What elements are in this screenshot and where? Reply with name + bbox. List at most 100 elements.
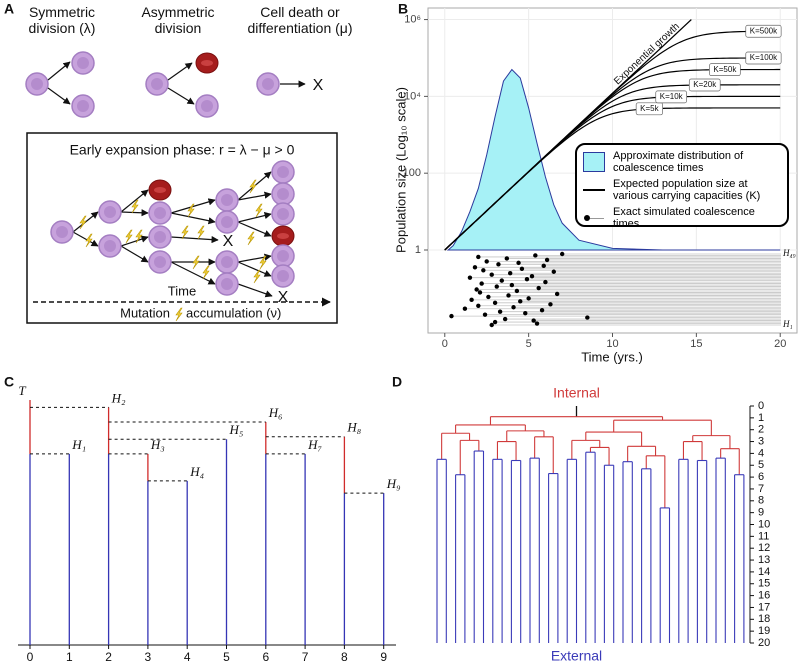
y-tick-label: 10 (758, 518, 770, 530)
cell-core (104, 206, 116, 218)
coalescence-point (585, 315, 590, 320)
x-tick-label: 9 (380, 650, 387, 664)
arrow (120, 235, 149, 247)
coalescence-point (511, 305, 516, 310)
mutation-bolt (135, 229, 143, 244)
arrow (170, 212, 216, 225)
y-tick-label: 18 (758, 613, 770, 625)
coalescence-point (519, 266, 525, 271)
x-tick-label: 15 (690, 338, 702, 350)
coalescence-point (484, 259, 489, 264)
mutation-bolt (253, 269, 261, 284)
mutation-bolt (85, 233, 93, 248)
coalescence-point (482, 312, 488, 317)
y-tick-label: 10⁴ (404, 90, 421, 102)
arrow (120, 245, 149, 263)
cell-core (31, 78, 43, 90)
node-label: T (18, 383, 26, 398)
coalescence-point (516, 260, 521, 266)
cell-core (221, 278, 233, 290)
coalescence-point (536, 285, 541, 291)
y-tick-label: 11 (758, 530, 769, 542)
arrow (120, 209, 149, 217)
arrow (170, 261, 216, 285)
x-tick-label: 2 (105, 650, 112, 664)
coalescence-point (548, 302, 553, 307)
coalescence-point (539, 308, 545, 313)
row-label: H₄₉ (782, 248, 796, 258)
coalescence-point (543, 279, 548, 285)
panel-label: D (392, 374, 402, 390)
y-tick-label: 6 (758, 471, 764, 483)
x-tick-label: 7 (302, 650, 309, 664)
death-mark: X (313, 77, 324, 94)
death-mark: X (223, 233, 234, 250)
panel-label: A (4, 1, 14, 17)
arrow (237, 212, 272, 223)
node-label: H₇ (307, 437, 322, 452)
y-tick-label: 0 (758, 400, 764, 412)
coalescence-point (534, 321, 540, 326)
legend-entry: Exact simulated coalescence times (583, 206, 781, 230)
coalescence-point (529, 273, 535, 279)
mutation-bolt (197, 225, 205, 240)
mutation-bolt (79, 215, 87, 230)
k-label: K=5k (640, 104, 659, 113)
coalescence-point (526, 296, 531, 301)
cell-core (201, 100, 213, 112)
coalescence-point (523, 310, 528, 316)
coalescence-point (518, 299, 523, 304)
cell-core (277, 270, 289, 282)
cell-core (277, 250, 289, 262)
cell-core (151, 78, 163, 90)
cell-core (221, 216, 233, 228)
cell-core (221, 194, 233, 206)
coalescence-point (474, 287, 479, 292)
y-tick-label: 8 (758, 495, 764, 507)
cell-core (277, 166, 289, 178)
k-label-box (709, 63, 741, 77)
cell-core (154, 207, 166, 219)
mutation-bolt (259, 255, 267, 270)
coalescence-point (499, 278, 504, 283)
coalescence-point (462, 306, 468, 311)
coalescence-point (509, 282, 515, 288)
legend: Approximate distribution of coalescence … (575, 143, 789, 230)
coalescence-point (477, 290, 483, 295)
coalescence-point (504, 256, 510, 261)
distribution-area (446, 68, 781, 251)
k-label: K=500k (750, 26, 778, 35)
arrow (170, 198, 216, 214)
x-tick-label: 0 (442, 338, 448, 350)
x-tick-label: 10 (606, 338, 618, 350)
red-cell-core (277, 233, 289, 239)
legend-text: Approximate distribution of coalescence … (613, 150, 744, 174)
legend-entry: Approximate distribution of coalescence … (583, 150, 781, 174)
mutation-bolt (202, 265, 210, 280)
coalescence-point (544, 257, 550, 263)
death-mark: X (278, 289, 289, 306)
cell-core (104, 240, 116, 252)
y-tick-label: 4 (758, 447, 764, 459)
coalescence-point (497, 309, 503, 314)
external-label: External (551, 648, 602, 664)
arrow (237, 191, 272, 201)
node-label: H₆ (268, 405, 283, 420)
coalescence-point (492, 319, 498, 325)
symmetric-label: Symmetric division (λ) (28, 4, 96, 36)
cell-core (154, 256, 166, 268)
coalescence-point (469, 297, 474, 303)
y-axis-title: Population size (Log₁₀ scale) (393, 87, 408, 253)
k-label-box (745, 24, 782, 38)
x-tick-label: 0 (27, 650, 34, 664)
k-label: K=100k (750, 53, 778, 62)
death-label: Cell death or differentiation (μ) (247, 4, 353, 36)
node-label: H₃ (150, 437, 165, 452)
node-label: H₂ (111, 390, 126, 405)
x-axis-title: Time (yrs.) (581, 349, 643, 364)
arrow (167, 87, 195, 105)
coalescence-point (559, 251, 565, 257)
k-label: K=50k (713, 65, 737, 74)
coalescence-point (486, 294, 491, 300)
